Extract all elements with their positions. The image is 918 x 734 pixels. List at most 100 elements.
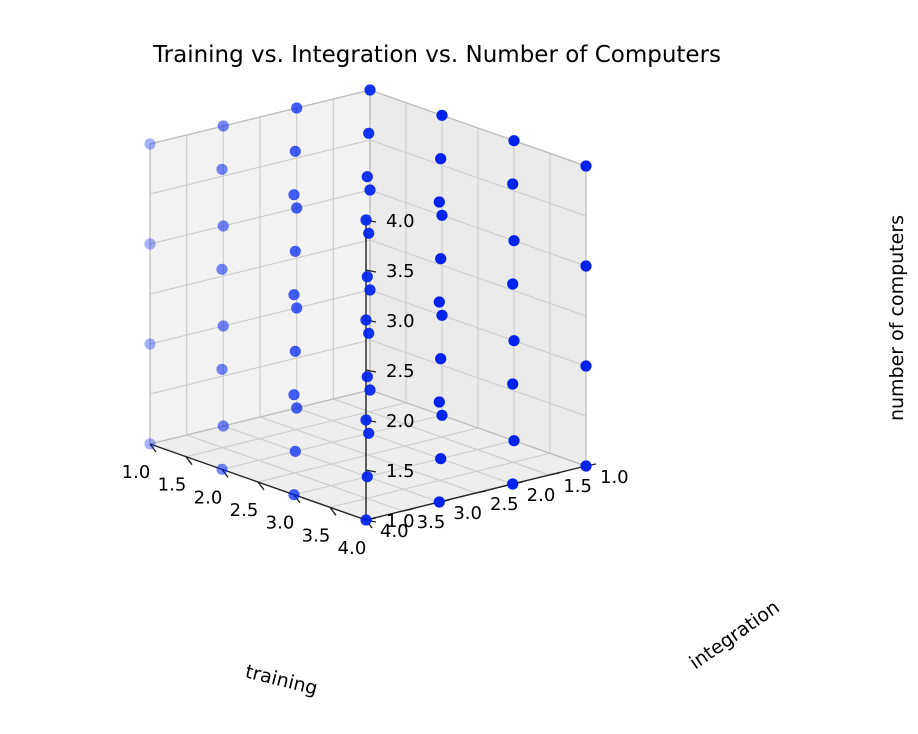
x-tick-mark — [149, 443, 157, 453]
x-axis-label: training — [243, 661, 320, 700]
data-point — [360, 514, 372, 526]
data-point — [360, 314, 372, 326]
z-tick-label: 2.5 — [386, 361, 415, 382]
pane-edge — [369, 89, 587, 167]
data-point — [144, 438, 156, 450]
data-point — [217, 420, 229, 432]
data-point — [507, 178, 519, 190]
x-tick-label: 1.0 — [122, 462, 151, 483]
data-point — [435, 453, 447, 465]
y-tick-label: 3.5 — [417, 512, 446, 533]
y-tick-label: 2.5 — [490, 494, 519, 515]
data-point — [291, 402, 303, 414]
data-point — [580, 260, 592, 272]
x-tick-label: 4.0 — [338, 538, 367, 559]
data-point — [435, 253, 447, 265]
data-point — [360, 214, 372, 226]
data-point — [291, 102, 303, 114]
y-tick-mark — [475, 490, 487, 494]
x-tick-label: 2.5 — [230, 500, 259, 521]
data-point — [436, 209, 448, 221]
x-tick-mark — [257, 481, 265, 491]
data-point — [289, 145, 301, 157]
gridline-z — [149, 289, 371, 345]
data-point — [217, 120, 229, 132]
data-point — [291, 202, 303, 214]
data-point — [364, 384, 376, 396]
data-point — [363, 227, 375, 239]
gridline-y — [296, 407, 513, 485]
gridline-y — [223, 425, 440, 503]
data-point — [363, 427, 375, 439]
data-point — [216, 163, 228, 175]
x-tick-label: 3.5 — [302, 525, 331, 546]
y-tick-label: 1.5 — [563, 476, 592, 497]
data-point — [291, 302, 303, 314]
data-point — [217, 320, 229, 332]
data-point — [436, 409, 448, 421]
tick-labels: 1.01.52.02.53.03.54.01.01.52.02.53.03.54… — [122, 211, 629, 559]
data-point — [361, 171, 373, 183]
data-point — [288, 389, 300, 401]
data-point — [364, 84, 376, 96]
z-axis-label: number of computers — [886, 215, 908, 421]
y-tick-label: 2.0 — [527, 485, 556, 506]
x-tick-mark — [185, 456, 193, 466]
data-point — [580, 460, 592, 472]
data-point — [433, 196, 445, 208]
z-tick-label: 3.5 — [386, 261, 415, 282]
data-point — [289, 445, 301, 457]
data-point — [216, 263, 228, 275]
data-point — [289, 345, 301, 357]
data-point — [289, 245, 301, 257]
grid-lines — [149, 89, 587, 521]
gridline-y — [259, 416, 477, 494]
z-tick-label: 1.0 — [386, 511, 415, 532]
data-point — [288, 489, 300, 501]
data-point — [507, 478, 519, 490]
data-point — [217, 220, 229, 232]
gridline-z — [369, 239, 587, 317]
data-point — [144, 338, 156, 350]
gridline-z — [369, 189, 587, 267]
z-tick-mark — [365, 369, 377, 373]
gridline-z — [149, 189, 371, 245]
pane-edge — [149, 389, 371, 445]
data-point — [508, 335, 520, 347]
y-tick-label: 4.0 — [380, 521, 409, 542]
data-point — [508, 435, 520, 447]
z-tick-label: 4.0 — [386, 211, 415, 232]
data-point — [508, 135, 520, 147]
data-point — [508, 235, 520, 247]
data-point — [216, 463, 228, 475]
gridline-z — [369, 339, 587, 417]
pane-edge — [369, 389, 587, 467]
data-point — [436, 309, 448, 321]
chart-title: Training vs. Integration vs. Number of C… — [152, 42, 721, 68]
x-tick-label: 3.0 — [266, 513, 295, 534]
data-point — [360, 414, 372, 426]
x-tick-mark — [329, 506, 337, 516]
gridline-z — [369, 289, 587, 367]
data-point — [364, 284, 376, 296]
z-tick-mark — [365, 469, 377, 473]
data-point — [144, 238, 156, 250]
z-tick-mark — [365, 269, 377, 273]
data-point — [216, 363, 228, 375]
data-point — [144, 138, 156, 150]
data-point — [435, 353, 447, 365]
y-axis-label: integration — [685, 596, 783, 674]
data-point — [288, 189, 300, 201]
z-tick-label: 1.5 — [386, 461, 415, 482]
data-point — [433, 296, 445, 308]
y-tick-mark — [402, 508, 413, 512]
gridline-z — [149, 339, 371, 395]
data-point — [435, 153, 447, 165]
x-tick-label: 2.0 — [194, 487, 223, 508]
x-tick-label: 1.5 — [158, 475, 187, 496]
gridline-y — [333, 398, 550, 476]
data-point — [363, 127, 375, 139]
data-point — [507, 378, 519, 390]
y-tick-mark — [549, 472, 560, 476]
